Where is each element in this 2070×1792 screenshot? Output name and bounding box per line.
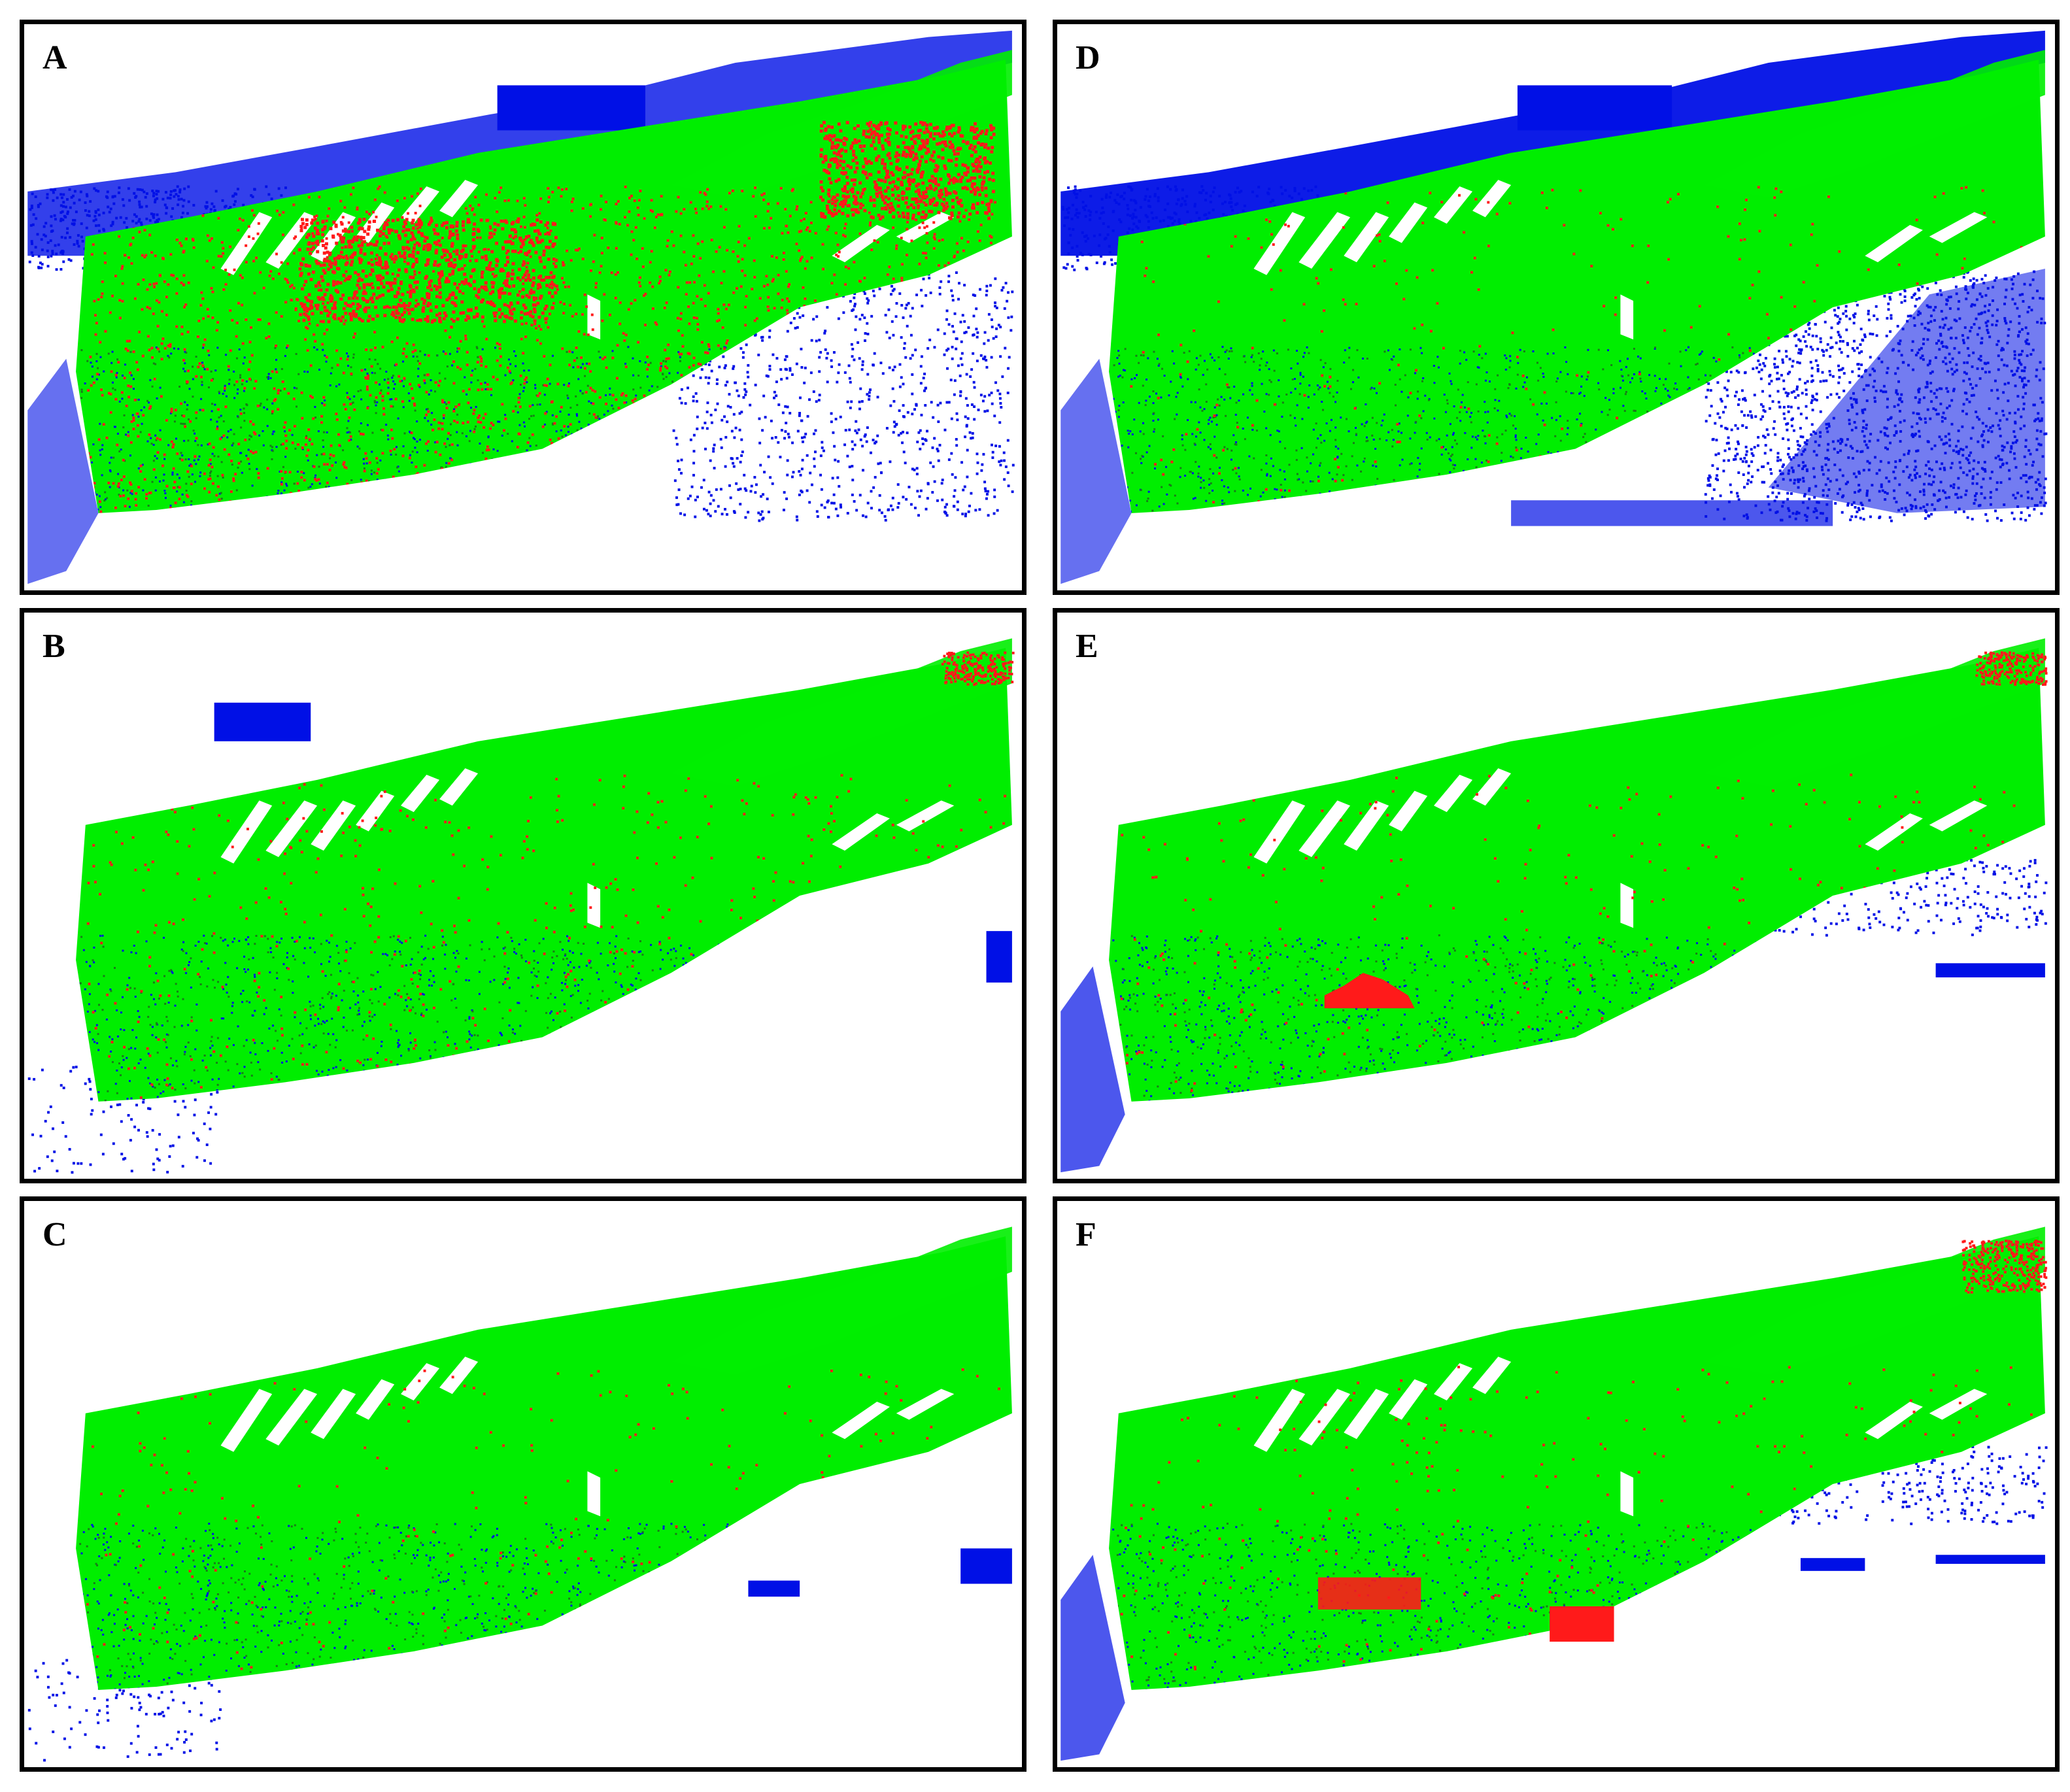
stable-points-region <box>76 1226 1012 1690</box>
panel-b: B <box>20 608 1027 1183</box>
missing-data-region <box>1060 30 2048 584</box>
stable-points-region <box>1109 1226 2045 1690</box>
change-blobs <box>1324 651 2048 1009</box>
panel-d: D <box>1053 20 2060 595</box>
stable-points-region <box>1109 638 2045 1102</box>
panel-label-b: B <box>42 628 65 665</box>
panel-label-e: E <box>1076 628 1098 665</box>
void-slots <box>1253 768 1988 928</box>
missing-data-region <box>1060 856 2048 1173</box>
void-slots <box>1253 180 1988 340</box>
panel-label-a: A <box>42 39 67 76</box>
missing-data-region <box>27 1548 1012 1762</box>
panel-a: A <box>20 20 1027 595</box>
point-cloud-map-f <box>1060 1226 2048 1761</box>
panel-label-f: F <box>1076 1216 1096 1253</box>
panel-c: C <box>20 1196 1027 1772</box>
panel-e: E <box>1053 608 2060 1183</box>
stable-points-region <box>76 638 1012 1102</box>
band-speckle <box>79 120 1008 513</box>
void-slots <box>220 1357 955 1517</box>
point-cloud-map-a <box>27 30 1015 584</box>
panel-f: F <box>1053 1196 2060 1772</box>
stable-points-region <box>1109 50 2045 513</box>
stable-points-region <box>76 50 1012 513</box>
missing-data-region <box>27 702 1012 1174</box>
point-cloud-map-e <box>1060 638 2048 1173</box>
point-cloud-map-b <box>27 638 1015 1174</box>
panel-label-c: C <box>42 1216 67 1253</box>
change-blobs <box>941 651 1015 686</box>
panel-label-d: D <box>1076 39 1100 76</box>
change-blobs <box>1317 1240 2048 1642</box>
point-cloud-map-d <box>1060 30 2048 584</box>
void-slots <box>1253 1357 1988 1517</box>
point-cloud-map-c <box>27 1226 1012 1762</box>
